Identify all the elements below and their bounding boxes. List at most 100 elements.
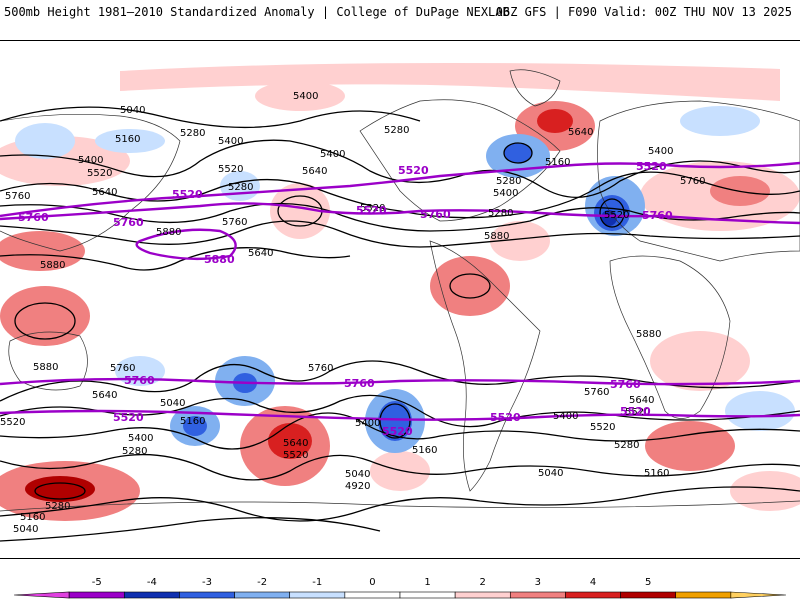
purple-label: 5520 — [382, 425, 413, 438]
purple-contours — [0, 161, 800, 421]
contour-label: 5400 — [493, 188, 518, 199]
purple-label: 5520 — [490, 411, 521, 424]
contour-label: 5640 — [629, 395, 654, 406]
legend-tick-label: 2 — [480, 577, 486, 588]
contour-label: 5520 — [360, 203, 385, 214]
contour-label: 5640 — [283, 438, 308, 449]
purple-label: 5760 — [124, 374, 155, 387]
anomaly-map: 5400 5040 5160 5280 5280 5400 5520 5640 … — [0, 40, 800, 559]
legend-tick-label: 1 — [424, 577, 430, 588]
purple-label: 5760 — [610, 378, 641, 391]
contour-label: 5040 — [345, 469, 370, 480]
contour-label: 5520 — [0, 417, 25, 428]
contour-label: 5400 — [553, 411, 578, 422]
contour-label: 5400 — [218, 136, 243, 147]
contour-labels: 5400 5040 5160 5280 5280 5400 5520 5640 … — [0, 91, 705, 535]
contour-label: 5160 — [412, 445, 437, 456]
contour-label: 5040 — [120, 105, 145, 116]
legend-swatch — [399, 591, 456, 599]
contour-label: 5520 — [604, 210, 629, 221]
legend-swatch — [123, 591, 180, 599]
purple-label: 5520 — [356, 204, 387, 217]
contour-label: 5160 — [115, 134, 140, 145]
contour-label: 5400 — [78, 155, 103, 166]
legend-tick-label: 5 — [645, 577, 651, 588]
contour-label: 5760 — [222, 217, 247, 228]
purple-label: 5520 — [113, 411, 144, 424]
contour-label: 5640 — [92, 187, 117, 198]
legend-swatch — [454, 591, 511, 599]
purple-labels: 5520 5520 5760 5760 5880 5520 5520 5760 … — [18, 160, 673, 438]
pos-anomaly-arctic — [120, 62, 780, 101]
legend-tick-label: -2 — [257, 577, 267, 588]
legend-tick-label: -3 — [202, 577, 212, 588]
contour-label: 4920 — [345, 481, 370, 492]
contour-label: 5520 — [590, 422, 615, 433]
contour-label: 5280 — [488, 208, 513, 219]
purple-label: 5520 — [398, 164, 429, 177]
purple-label: 5520 — [620, 405, 651, 418]
pos-anomaly-npac — [255, 81, 345, 111]
purple-label: 5880 — [204, 253, 235, 266]
contour-label: 5520 — [625, 407, 650, 418]
contour-label: 5400 — [648, 146, 673, 157]
contour-label: 5400 — [355, 418, 380, 429]
contour-label: 5520 — [218, 164, 243, 175]
contour-label: 5040 — [13, 524, 38, 535]
anomaly-shading — [0, 62, 800, 521]
contour-label: 5160 — [545, 157, 570, 168]
legend-swatch — [565, 591, 621, 599]
legend-swatch — [675, 591, 732, 599]
legend-swatch — [13, 591, 70, 599]
contour-label: 5280 — [122, 446, 147, 457]
legend-swatch — [344, 591, 401, 599]
contour-label: 5760 — [5, 191, 30, 202]
contour-label: 5040 — [538, 468, 563, 479]
legend-tick-label: -5 — [92, 577, 102, 588]
legend-tick-label: -4 — [147, 577, 157, 588]
run-info: 06Z GFS | F090 Valid: 00Z THU NOV 13 202… — [495, 5, 792, 19]
contour-label: 5880 — [484, 231, 509, 242]
legend-tick-label: -1 — [312, 577, 322, 588]
contour-label: 5640 — [568, 127, 593, 138]
legend-swatch — [234, 591, 291, 599]
legend-swatch — [68, 591, 125, 599]
contour-label: 5040 — [160, 398, 185, 409]
contour-label: 5880 — [33, 362, 58, 373]
legend-bar — [13, 591, 787, 599]
purple-label: 5760 — [113, 216, 144, 229]
contour-label: 5520 — [283, 450, 308, 461]
contour-label: 5640 — [248, 248, 273, 259]
contour-label: 5760 — [680, 176, 705, 187]
legend-swatch — [509, 591, 566, 599]
legend-tick-label: 0 — [369, 577, 375, 588]
contour-label: 5160 — [20, 512, 45, 523]
legend-swatch — [620, 591, 677, 599]
map-title: 500mb Height 1981–2010 Standardized Anom… — [4, 5, 510, 19]
legend-tick-label: 3 — [535, 577, 541, 588]
contour-label: 5280 — [180, 128, 205, 139]
contour-label: 5640 — [92, 390, 117, 401]
purple-label: 5760 — [642, 209, 673, 222]
contour-label: 5640 — [302, 166, 327, 177]
contour-label: 5400 — [128, 433, 153, 444]
contour-label: 5760 — [584, 387, 609, 398]
contour-label: 5160 — [180, 416, 205, 427]
purple-label: 5760 — [420, 208, 451, 221]
contour-label: 5280 — [45, 501, 70, 512]
legend-swatch — [730, 591, 787, 599]
legend-tick-label: 4 — [590, 577, 596, 588]
purple-label: 5520 — [172, 188, 203, 201]
contour-label: 5760 — [308, 363, 333, 374]
contour-label: 5280 — [228, 182, 253, 193]
color-legend: -5 -4 -3 -2 -1 0 1 2 3 4 5 — [0, 572, 800, 600]
contour-label: 5520 — [87, 168, 112, 179]
purple-label: 5520 — [636, 160, 667, 173]
contour-label: 5160 — [644, 468, 669, 479]
contour-label: 5400 — [293, 91, 318, 102]
contour-label: 5280 — [384, 125, 409, 136]
purple-label: 5760 — [344, 377, 375, 390]
contour-label: 5280 — [496, 176, 521, 187]
legend-ticks: -5 -4 -3 -2 -1 0 1 2 3 4 5 — [92, 577, 652, 588]
legend-swatch — [289, 591, 346, 599]
